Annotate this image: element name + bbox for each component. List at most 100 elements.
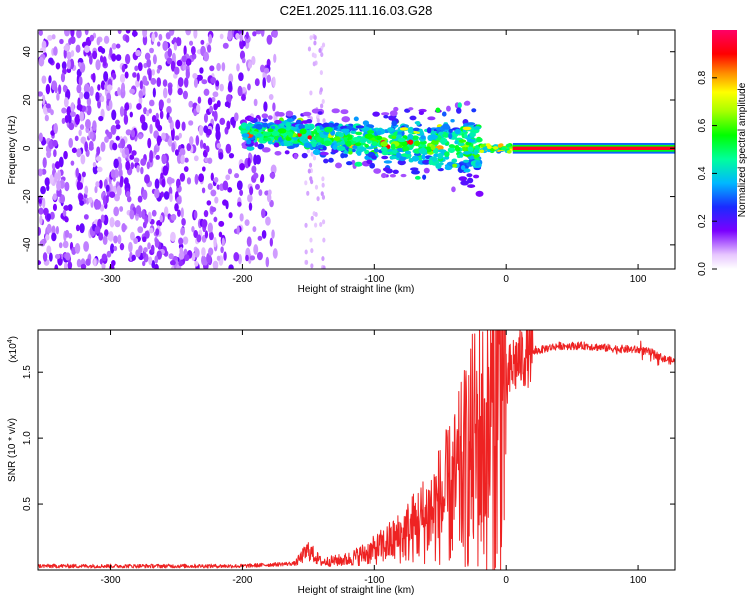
bottom-xtick-label: 0 bbox=[503, 575, 509, 586]
heatmap-cell bbox=[136, 165, 140, 173]
heatmap-cell bbox=[241, 133, 250, 138]
heatmap-cell bbox=[225, 93, 232, 104]
heatmap-cell bbox=[177, 209, 181, 217]
heatmap-cell bbox=[454, 140, 459, 145]
heatmap-cell bbox=[75, 224, 80, 232]
heatmap-cell bbox=[46, 150, 52, 159]
heatmap-cell bbox=[413, 148, 421, 154]
heatmap-cell bbox=[38, 91, 44, 97]
heatmap-cell bbox=[167, 48, 173, 58]
heatmap-cell bbox=[373, 168, 382, 174]
colorbar-tick-label: 0.6 bbox=[697, 118, 708, 132]
heatmap-cell bbox=[86, 104, 92, 116]
heatmap-cell bbox=[136, 103, 142, 110]
heatmap-cell bbox=[95, 200, 102, 210]
heatmap-cell bbox=[260, 30, 265, 37]
heatmap-cell bbox=[76, 30, 82, 39]
heatmap-cell bbox=[108, 99, 113, 110]
heatmap-cell bbox=[222, 42, 229, 49]
heatmap-cell bbox=[125, 190, 131, 198]
heatmap-cell bbox=[139, 114, 146, 124]
top-xlabel: Height of straight line (km) bbox=[298, 284, 415, 295]
heatmap-cell bbox=[357, 146, 367, 152]
heatmap-cell bbox=[178, 260, 184, 267]
heatmap-cell bbox=[201, 187, 206, 194]
heatmap-cell bbox=[54, 254, 61, 260]
heatmap-cell bbox=[288, 131, 294, 138]
heatmap-cell bbox=[154, 178, 160, 190]
heatmap-cell bbox=[88, 140, 94, 151]
heatmap-cell bbox=[47, 34, 53, 41]
heatmap-cell bbox=[301, 152, 308, 159]
heatmap-cell bbox=[304, 259, 309, 265]
heatmap-cell bbox=[407, 133, 414, 140]
heatmap-cell bbox=[194, 260, 199, 267]
heatmap-cell bbox=[218, 220, 225, 227]
heatmap-cell bbox=[306, 119, 313, 124]
heatmap-cell bbox=[146, 58, 152, 68]
top-ytick-label: 20 bbox=[22, 94, 33, 106]
heatmap-cell bbox=[238, 72, 244, 82]
heatmap-cell bbox=[310, 151, 314, 157]
heatmap-cell bbox=[69, 36, 76, 44]
heatmap-cell bbox=[142, 189, 148, 200]
heatmap-cell bbox=[58, 84, 62, 95]
heatmap-cell bbox=[148, 70, 152, 81]
heatmap-cell bbox=[152, 87, 156, 98]
heatmap-cell bbox=[256, 251, 263, 261]
heatmap-cell bbox=[303, 142, 312, 148]
heatmap-cell bbox=[39, 240, 46, 247]
heatmap-cell bbox=[381, 173, 387, 179]
heatmap-cell bbox=[115, 54, 122, 61]
heatmap-cell bbox=[310, 215, 314, 221]
heatmap-cell bbox=[42, 197, 46, 209]
heatmap-cell bbox=[38, 168, 43, 177]
heatmap-cell bbox=[40, 185, 46, 195]
heatmap-cell bbox=[92, 161, 97, 168]
heatmap-cell bbox=[182, 236, 189, 245]
heatmap-cell bbox=[104, 136, 109, 143]
heatmap-cell bbox=[162, 87, 168, 99]
heatmap-cell bbox=[154, 238, 160, 248]
heatmap-cell bbox=[142, 30, 148, 38]
heatmap-cell bbox=[277, 136, 283, 143]
heatmap-cell bbox=[244, 219, 250, 226]
heatmap-cell bbox=[271, 229, 275, 239]
heatmap-cell bbox=[38, 260, 42, 266]
heatmap-cell bbox=[442, 123, 450, 130]
heatmap-cell bbox=[132, 72, 137, 78]
heatmap-cell bbox=[110, 124, 117, 134]
top-xtick-label: 0 bbox=[503, 274, 509, 285]
heatmap-cell bbox=[430, 144, 436, 151]
heatmap-cell bbox=[138, 96, 143, 105]
heatmap-cell bbox=[183, 77, 189, 88]
heatmap-cell bbox=[407, 126, 414, 133]
heatmap-cell bbox=[109, 264, 115, 269]
heatmap-cell bbox=[414, 175, 421, 180]
heatmap-cell bbox=[421, 154, 426, 160]
heatmap-cell bbox=[158, 99, 164, 110]
heatmap-cell bbox=[397, 159, 406, 166]
heatmap-cell bbox=[174, 135, 180, 141]
heatmap-cell bbox=[407, 139, 414, 145]
heatmap-cell bbox=[183, 45, 187, 56]
heatmap-cell bbox=[279, 123, 285, 127]
heatmap-cell bbox=[213, 103, 219, 110]
heatmap-cell bbox=[124, 147, 129, 156]
heatmap-cell bbox=[115, 135, 120, 141]
heatmap-cell bbox=[204, 157, 209, 163]
heatmap-cell bbox=[182, 64, 186, 70]
heatmap-cell bbox=[59, 38, 64, 45]
heatmap-cell bbox=[255, 132, 263, 138]
heatmap-cell bbox=[179, 148, 186, 157]
snr-line-marks bbox=[38, 330, 675, 570]
heatmap-cell bbox=[291, 115, 297, 120]
heatmap-cell bbox=[129, 154, 135, 160]
heatmap-cell bbox=[123, 114, 129, 125]
heatmap-cell bbox=[180, 207, 184, 218]
heatmap-cell bbox=[105, 184, 110, 192]
heatmap-cell bbox=[450, 119, 455, 123]
heatmap-cell bbox=[41, 139, 47, 146]
heatmap-cell bbox=[95, 155, 102, 162]
